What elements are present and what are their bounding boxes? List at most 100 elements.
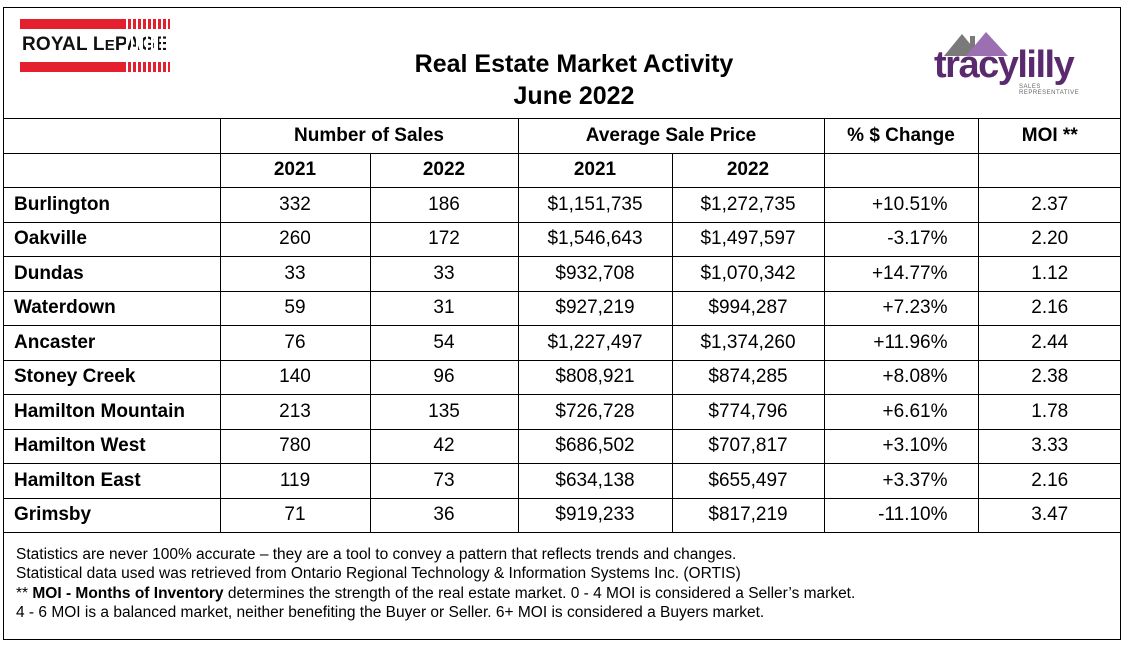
house-roof-icon (944, 32, 1008, 56)
percent-change-cell: -3.17% (823, 221, 979, 257)
city-name-cell: Oakville (4, 221, 221, 257)
table-row: Hamilton West 780 42 $686,502 $707,817 +3.10%… (4, 428, 1121, 464)
sales-2022-cell: 54 (369, 325, 519, 361)
moi-cell: 2.38 (977, 359, 1121, 395)
price-2021-cell: $927,219 (517, 290, 673, 326)
percent-change-cell: +3.10% (823, 428, 979, 464)
percent-change-cell: +7.23% (823, 290, 979, 326)
year-header-row: 2021 2022 2021 2022 (4, 152, 1121, 188)
price-2021-cell: $1,151,735 (517, 187, 673, 223)
sales-2022-cell: 73 (369, 463, 519, 499)
percent-change-cell: +14.77% (823, 256, 979, 292)
sales-2022-cell: 186 (369, 187, 519, 223)
sales-2021-cell: 33 (219, 256, 371, 292)
logo-red-bar-bottom (20, 62, 170, 72)
percent-change-cell: -11.10% (823, 497, 979, 533)
table-row: Ancaster 76 54 $1,227,497 $1,374,260 +11.96% 2… (4, 325, 1121, 361)
price-2022-cell: $655,497 (671, 463, 825, 499)
price-2021-cell: $726,728 (517, 394, 673, 430)
moi-cell: 1.12 (977, 256, 1121, 292)
footnote-moi-definition: ** MOI - Months of Inventory determines … (16, 584, 856, 602)
header-average-sale-price: Average Sale Price (517, 118, 825, 154)
sales-2022-cell: 36 (369, 497, 519, 533)
sales-2022-cell: 31 (369, 290, 519, 326)
price-2021-cell: $686,502 (517, 428, 673, 464)
footnotes: Statistics are never 100% accurate – the… (16, 545, 855, 622)
logo-red-bar-top (20, 19, 170, 29)
sales-2021-cell: 213 (219, 394, 371, 430)
sales-2022-cell: 96 (369, 359, 519, 395)
moi-cell: 1.78 (977, 394, 1121, 430)
city-name-cell: Hamilton East (4, 463, 221, 499)
sales-2021-cell: 71 (219, 497, 371, 533)
header-percent-change: % $ Change (823, 118, 979, 154)
footnote-accuracy: Statistics are never 100% accurate – the… (16, 546, 737, 563)
table-row: Oakville 260 172 $1,546,643 $1,497,597 -3.17%… (4, 221, 1121, 257)
city-name-cell: Dundas (4, 256, 221, 292)
moi-cell: 2.44 (977, 325, 1121, 361)
price-2022-cell: $774,796 (671, 394, 825, 430)
subheader-price-2022: 2022 (671, 152, 825, 188)
table-row: Waterdown 59 31 $927,219 $994,287 +7.23% 2.16 (4, 290, 1121, 326)
report-title: Real Estate Market Activity (414, 50, 734, 78)
sales-2021-cell: 780 (219, 428, 371, 464)
percent-change-cell: +6.61% (823, 394, 979, 430)
tracylilly-logo: tracylilly SALES REPRESENTATIVE (934, 26, 1094, 98)
price-2022-cell: $874,285 (671, 359, 825, 395)
price-2022-cell: $817,219 (671, 497, 825, 533)
percent-change-cell: +11.96% (823, 325, 979, 361)
city-name-cell: Waterdown (4, 290, 221, 326)
moi-cell: 2.16 (977, 463, 1121, 499)
group-header-row: Number of Sales Average Sale Price % $ C… (4, 118, 1121, 154)
subheader-price-2021: 2021 (517, 152, 673, 188)
price-2022-cell: $1,497,597 (671, 221, 825, 257)
subheader-sales-2022: 2022 (369, 152, 519, 188)
report-period: June 2022 (513, 82, 635, 110)
report-header: ROYAL LEPAGE Real Estate Market Activity… (4, 8, 1120, 118)
report-frame: ROYAL LEPAGE Real Estate Market Activity… (3, 7, 1121, 640)
header-blank-cell (4, 118, 221, 154)
moi-cell: 2.16 (977, 290, 1121, 326)
logo-stripes (126, 19, 170, 72)
moi-cell: 3.33 (977, 428, 1121, 464)
sales-2022-cell: 172 (369, 221, 519, 257)
sales-2021-cell: 119 (219, 463, 371, 499)
sales-2021-cell: 140 (219, 359, 371, 395)
table-row: Hamilton East 119 73 $634,138 $655,497 +3.37%… (4, 463, 1121, 499)
price-2022-cell: $1,374,260 (671, 325, 825, 361)
subheader-blank-cell (4, 152, 221, 188)
city-name-cell: Ancaster (4, 325, 221, 361)
price-2021-cell: $1,546,643 (517, 221, 673, 257)
city-name-cell: Hamilton West (4, 428, 221, 464)
subheader-moi-blank (977, 152, 1121, 188)
footnote-moi-scale: 4 - 6 MOI is a balanced market, neither … (16, 603, 765, 621)
table-row: Hamilton Mountain 213 135 $726,728 $774,796 +… (4, 394, 1121, 430)
sales-2021-cell: 332 (219, 187, 371, 223)
table-row: Burlington 332 186 $1,151,735 $1,272,735 +10.… (4, 187, 1121, 223)
footnote-source: Statistical data used was retrieved from… (16, 565, 741, 583)
moi-cell: 3.47 (977, 497, 1121, 533)
sales-2021-cell: 260 (219, 221, 371, 257)
price-2021-cell: $808,921 (517, 359, 673, 395)
city-name-cell: Stoney Creek (4, 359, 221, 395)
price-2021-cell: $932,708 (517, 256, 673, 292)
moi-cell: 2.37 (977, 187, 1121, 223)
header-number-of-sales: Number of Sales (219, 118, 519, 154)
sales-2022-cell: 42 (369, 428, 519, 464)
subheader-sales-2021: 2021 (219, 152, 371, 188)
table-row: Grimsby 71 36 $919,233 $817,219 -11.10% 3.47 (4, 497, 1121, 533)
table-row: Stoney Creek 140 96 $808,921 $874,285 +8.08% 2… (4, 359, 1121, 395)
percent-change-cell: +8.08% (823, 359, 979, 395)
sales-2021-cell: 76 (219, 325, 371, 361)
price-2021-cell: $1,227,497 (517, 325, 673, 361)
tracylilly-wordmark: tracylilly (934, 44, 1075, 86)
percent-change-cell: +3.37% (823, 463, 979, 499)
sales-2022-cell: 33 (369, 256, 519, 292)
price-2021-cell: $919,233 (517, 497, 673, 533)
city-name-cell: Grimsby (4, 497, 221, 533)
table-row: Dundas 33 33 $932,708 $1,070,342 +14.77% 1.12 (4, 256, 1121, 292)
sales-2021-cell: 59 (219, 290, 371, 326)
subheader-change-blank (823, 152, 979, 188)
market-activity-table: Number of Sales Average Sale Price % $ C… (4, 118, 1121, 533)
price-2022-cell: $707,817 (671, 428, 825, 464)
